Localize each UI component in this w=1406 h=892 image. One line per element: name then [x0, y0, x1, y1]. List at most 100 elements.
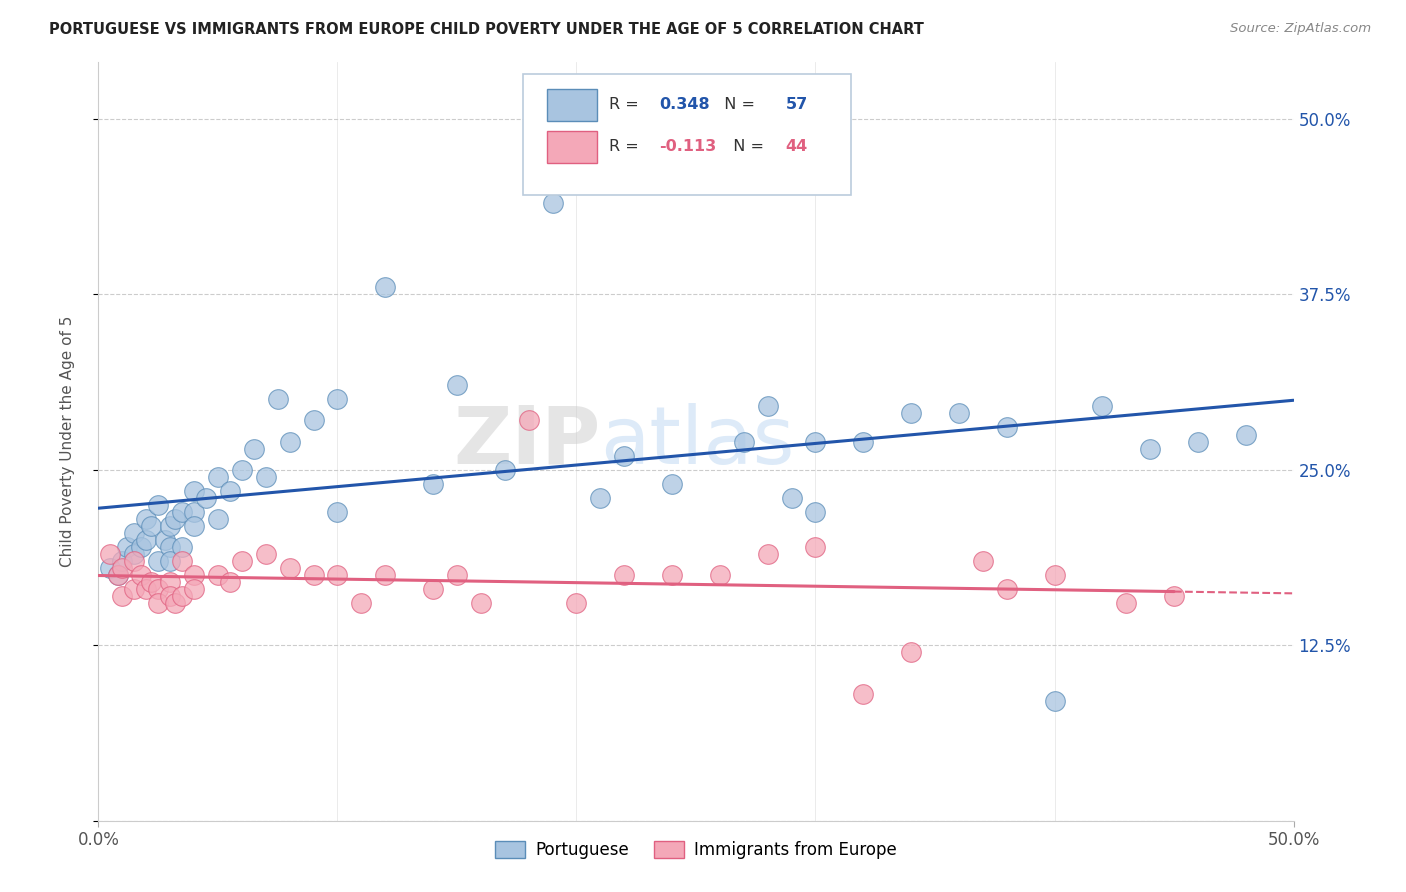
- Text: 57: 57: [786, 97, 808, 112]
- Point: [900, 645, 922, 659]
- Point: [159, 518, 181, 533]
- Point: [374, 280, 396, 294]
- Point: [148, 554, 170, 568]
- Point: [613, 449, 636, 463]
- Point: [278, 561, 301, 575]
- Point: [1091, 400, 1114, 414]
- Point: [183, 505, 205, 519]
- Point: [326, 505, 349, 519]
- Point: [207, 512, 229, 526]
- Point: [267, 392, 290, 407]
- Point: [219, 483, 242, 498]
- Point: [148, 498, 170, 512]
- Point: [685, 153, 707, 168]
- Point: [613, 568, 636, 582]
- Point: [231, 462, 253, 476]
- Point: [254, 547, 277, 561]
- Point: [124, 582, 146, 596]
- Point: [661, 476, 683, 491]
- Point: [148, 596, 170, 610]
- FancyBboxPatch shape: [547, 130, 596, 162]
- Point: [135, 582, 157, 596]
- Point: [756, 400, 779, 414]
- Point: [172, 589, 194, 603]
- Point: [326, 392, 349, 407]
- Point: [155, 533, 177, 547]
- Point: [494, 462, 516, 476]
- Text: R =: R =: [609, 139, 644, 154]
- Point: [804, 505, 827, 519]
- Point: [219, 574, 242, 589]
- Point: [302, 413, 325, 427]
- Point: [254, 469, 277, 483]
- Point: [159, 574, 181, 589]
- Text: 0.348: 0.348: [659, 97, 710, 112]
- Point: [470, 596, 492, 610]
- Text: N =: N =: [714, 97, 761, 112]
- FancyBboxPatch shape: [523, 74, 852, 195]
- Point: [124, 525, 146, 540]
- Point: [278, 434, 301, 449]
- Point: [756, 547, 779, 561]
- Point: [172, 505, 194, 519]
- Point: [374, 568, 396, 582]
- Text: -0.113: -0.113: [659, 139, 716, 154]
- Point: [852, 434, 875, 449]
- Point: [163, 512, 186, 526]
- Point: [135, 512, 157, 526]
- Point: [972, 554, 994, 568]
- Point: [995, 420, 1018, 434]
- Point: [565, 596, 588, 610]
- Point: [948, 407, 970, 421]
- Point: [159, 540, 181, 554]
- Point: [541, 195, 564, 210]
- Point: [852, 687, 875, 701]
- Point: [900, 407, 922, 421]
- Point: [135, 533, 157, 547]
- FancyBboxPatch shape: [547, 89, 596, 120]
- Point: [159, 554, 181, 568]
- Point: [422, 476, 444, 491]
- Text: 44: 44: [786, 139, 808, 154]
- Point: [139, 574, 162, 589]
- Point: [422, 582, 444, 596]
- Y-axis label: Child Poverty Under the Age of 5: Child Poverty Under the Age of 5: [60, 316, 75, 567]
- Point: [207, 469, 229, 483]
- Point: [589, 491, 612, 505]
- Point: [661, 568, 683, 582]
- Text: R =: R =: [609, 97, 644, 112]
- Point: [804, 434, 827, 449]
- Point: [1043, 694, 1066, 708]
- Point: [326, 568, 349, 582]
- Point: [172, 554, 194, 568]
- Point: [1234, 427, 1257, 442]
- Point: [709, 568, 731, 582]
- Point: [446, 568, 468, 582]
- Point: [131, 568, 153, 582]
- Point: [350, 596, 373, 610]
- Point: [995, 582, 1018, 596]
- Text: PORTUGUESE VS IMMIGRANTS FROM EUROPE CHILD POVERTY UNDER THE AGE OF 5 CORRELATIO: PORTUGUESE VS IMMIGRANTS FROM EUROPE CHI…: [49, 22, 924, 37]
- Text: N =: N =: [724, 139, 769, 154]
- Point: [183, 582, 205, 596]
- Point: [1115, 596, 1137, 610]
- Point: [111, 589, 134, 603]
- Point: [195, 491, 218, 505]
- Text: atlas: atlas: [600, 402, 794, 481]
- Point: [111, 554, 134, 568]
- Point: [243, 442, 266, 456]
- Point: [231, 554, 253, 568]
- Point: [183, 568, 205, 582]
- Point: [1043, 568, 1066, 582]
- Point: [124, 547, 146, 561]
- Text: Source: ZipAtlas.com: Source: ZipAtlas.com: [1230, 22, 1371, 36]
- Point: [115, 540, 138, 554]
- Point: [163, 596, 186, 610]
- Point: [1187, 434, 1209, 449]
- Point: [733, 434, 755, 449]
- Point: [139, 518, 162, 533]
- Point: [131, 540, 153, 554]
- Point: [804, 540, 827, 554]
- Point: [148, 582, 170, 596]
- Point: [124, 554, 146, 568]
